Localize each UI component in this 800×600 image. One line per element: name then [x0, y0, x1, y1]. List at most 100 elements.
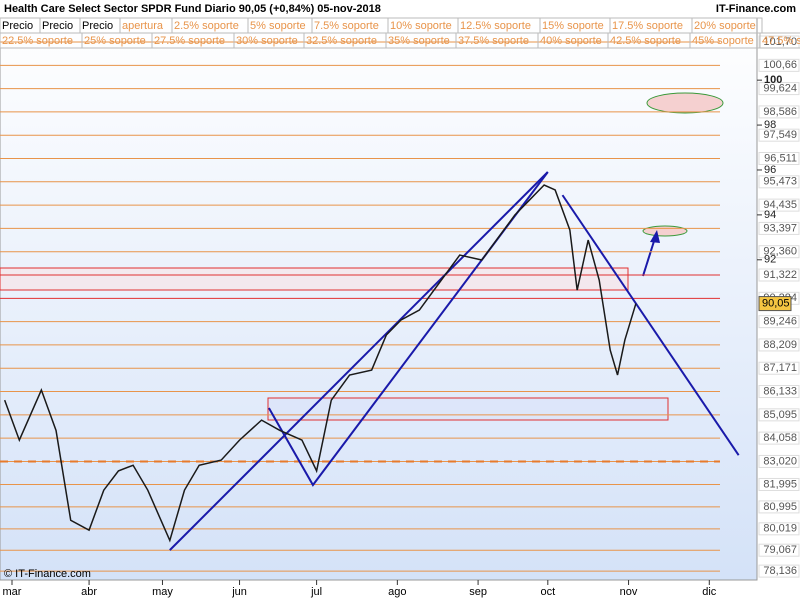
- arrow-head: [650, 230, 660, 243]
- trendline: [169, 171, 549, 551]
- level-label: 93,397: [763, 222, 797, 234]
- tab-label: 45% soporte: [692, 35, 754, 47]
- level-label: 78,136: [763, 565, 797, 577]
- x-tick-label: oct: [540, 586, 555, 598]
- tab-label: 25% soporte: [84, 35, 146, 47]
- y-tick-label: 96: [764, 164, 776, 176]
- level-label: 87,171: [763, 362, 797, 374]
- x-tick-label: sep: [469, 586, 487, 598]
- level-label: 85,095: [763, 409, 797, 421]
- level-label-box: [758, 58, 800, 72]
- level-label-box: [758, 361, 800, 375]
- level-label-box: [758, 431, 800, 445]
- level-label: 96,511: [764, 152, 797, 164]
- x-tick-label: jul: [310, 586, 322, 598]
- tabs: Precio Precio Precio apertura 2.5% soporte 5%…: [0, 17, 800, 49]
- arrow: [642, 237, 656, 277]
- tab-label: 42.5% soporte: [610, 35, 681, 47]
- level-label: 88,209: [763, 339, 797, 351]
- y-tick-label: 98: [764, 119, 776, 131]
- tab-label: 40% soporte: [540, 35, 602, 47]
- tab-label: 17.5% soporte: [612, 20, 683, 32]
- trendline: [561, 194, 740, 456]
- x-tick-label: abr: [81, 586, 97, 598]
- y-tick-label: 100: [764, 74, 782, 86]
- tab-label: 27.5% soporte: [154, 35, 225, 47]
- level-label-box: [758, 152, 800, 166]
- last-price-label: 90,05: [762, 297, 790, 309]
- level-label: 97,549: [763, 129, 797, 141]
- level-label-box: [758, 454, 800, 468]
- level-label-box: [758, 385, 800, 399]
- target-ellipse: [646, 92, 724, 114]
- tab-label: Precio: [42, 20, 73, 32]
- level-label: 86,133: [763, 385, 797, 397]
- tab-label: 20% soporte: [694, 20, 756, 32]
- level-label-box: [758, 522, 800, 536]
- level-label-box: [758, 315, 800, 329]
- level-label-box: [758, 221, 800, 235]
- level-label: 81,995: [763, 478, 797, 490]
- tab-label: 35% soporte: [388, 35, 450, 47]
- level-label-box: [758, 564, 800, 578]
- x-tick-label: may: [152, 586, 173, 598]
- level-label: 80,019: [763, 523, 797, 535]
- tab-label: 15% soporte: [542, 20, 604, 32]
- x-tick-label: ago: [388, 586, 406, 598]
- footer: © IT-Finance.com: [4, 568, 91, 580]
- x-tick-label: nov: [620, 586, 638, 598]
- site: IT-Finance.com: [716, 3, 796, 15]
- level-label-box: [758, 82, 800, 96]
- level-label: 89,246: [763, 316, 797, 328]
- tab-label: 22.5% soporte: [2, 35, 73, 47]
- level-label: 83,020: [763, 455, 797, 467]
- trendline: [268, 171, 549, 487]
- level-label-box: [758, 408, 800, 422]
- level-label: 100,66: [763, 59, 797, 71]
- level-label-box: [758, 500, 800, 514]
- level-label-box: [758, 245, 800, 259]
- tab-label: 5% soporte: [250, 20, 306, 32]
- level-label: 98,586: [763, 106, 797, 118]
- tab-label: 32.5% soporte: [306, 35, 377, 47]
- tab-label: 12.5% soporte: [460, 20, 531, 32]
- level-label: 84,058: [763, 432, 797, 444]
- level-label-box: [758, 198, 800, 212]
- tab-box: [759, 32, 800, 49]
- level-label: 95,473: [763, 176, 797, 188]
- title: Health Care Select Sector SPDR Fund Diar…: [4, 3, 381, 15]
- level-label: 79,067: [763, 544, 797, 556]
- last-price-box: [758, 296, 792, 312]
- tab-label: 2.5% soporte: [174, 20, 239, 32]
- level-label: 92,360: [763, 246, 797, 258]
- level-label-box: [758, 543, 800, 557]
- x-tick-label: dic: [702, 586, 717, 598]
- level-label-box: [758, 105, 800, 119]
- tab-label: 7.5% soporte: [314, 20, 379, 32]
- level-label: 91,322: [763, 269, 797, 281]
- level-label-box: [758, 338, 800, 352]
- tab-label: Precio: [2, 20, 33, 32]
- x-tick-label: mar: [3, 586, 22, 598]
- level-label-box: [758, 128, 800, 142]
- level-label: 80,995: [763, 501, 797, 513]
- y-tick-label: 94: [764, 209, 776, 221]
- tab-label: apertura: [122, 20, 164, 32]
- level-label: 99,624: [763, 83, 797, 95]
- y-tick-label: 92: [764, 254, 776, 266]
- target-ellipse: [642, 225, 688, 237]
- tab-label: 30% soporte: [236, 35, 298, 47]
- resistance-zone: [0, 267, 629, 291]
- plot-area: [0, 17, 758, 581]
- level-label-box: [758, 477, 800, 491]
- marks: 101,70 100,66 99,624 98,586 97,549 96,511 95,4…: [0, 35, 800, 598]
- level-label: 101,70: [763, 36, 797, 48]
- price-line: [3, 184, 637, 543]
- tab-label: 10% soporte: [390, 20, 452, 32]
- level-label: 94,435: [763, 199, 797, 211]
- level-label-box: [758, 175, 800, 189]
- tab-label: 37.5% soporte: [458, 35, 529, 47]
- x-tick-label: jun: [231, 586, 247, 598]
